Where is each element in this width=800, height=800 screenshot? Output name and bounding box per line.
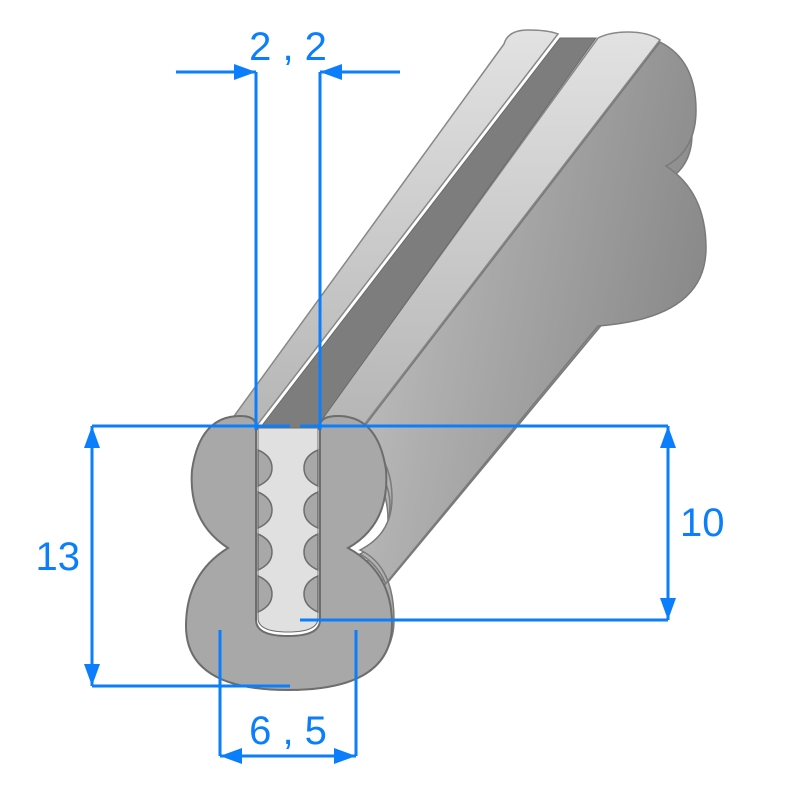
- dimension-label: 6 , 5: [249, 709, 327, 753]
- dimension-label: 13: [36, 535, 81, 579]
- technical-drawing: 2 , 2 6 , 5 13 10: [0, 0, 800, 800]
- extruded-profile: [186, 30, 706, 690]
- dimension-label: 2 , 2: [249, 25, 327, 69]
- dimension-label: 10: [680, 501, 725, 545]
